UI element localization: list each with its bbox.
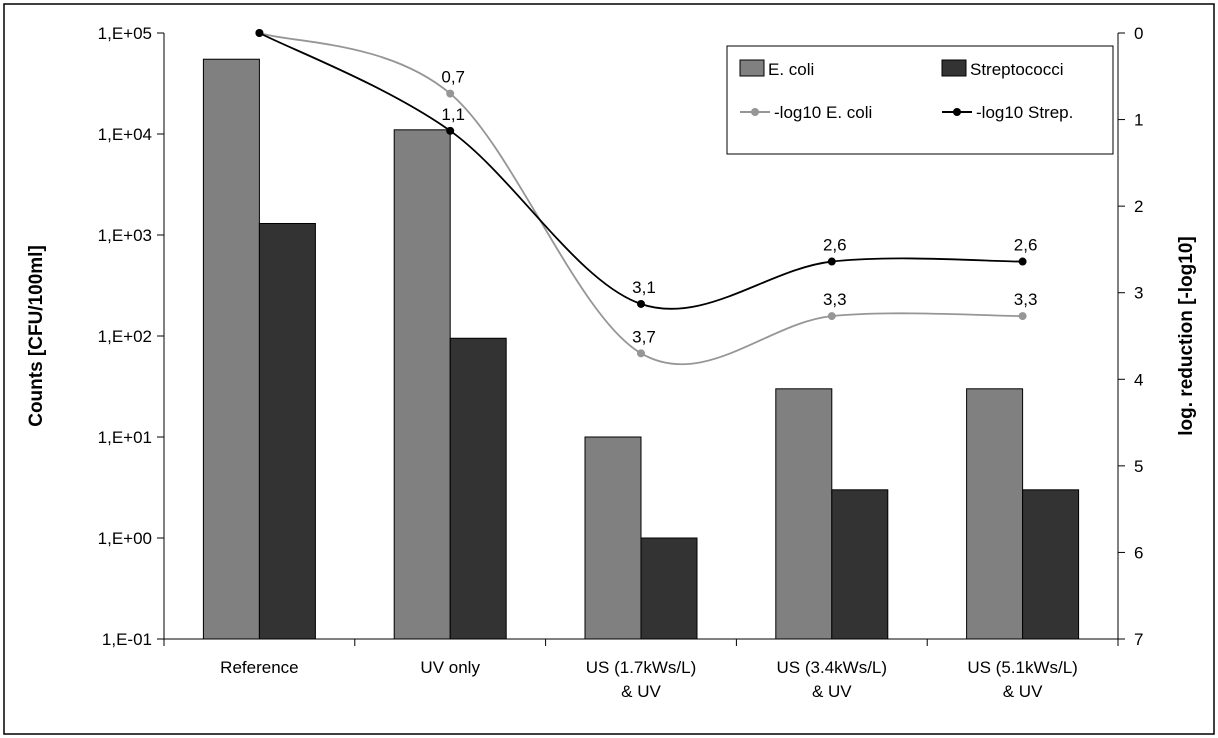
legend-marker (751, 108, 759, 116)
legend: E. coli Streptococci -log10 E. coli -log10 … (726, 45, 1114, 155)
y-tick-label: 1,E+02 (98, 327, 152, 346)
legend-swatch (941, 59, 967, 77)
legend-marker (953, 108, 961, 116)
data-label-strep: 2,6 (1014, 236, 1038, 255)
line-ecoli-reduction (259, 32, 1023, 366)
y-tick-label: 1,E-01 (102, 630, 152, 649)
legend-box (726, 45, 1114, 155)
x-tick-label: & UV (621, 682, 661, 701)
bar-strep (640, 537, 698, 640)
legend-label: -log10 E. coli (774, 103, 872, 122)
y-tick-label: 1,E+00 (98, 529, 152, 548)
data-label-ecoli: 0,7 (441, 68, 465, 87)
bar-ecoli (202, 58, 260, 640)
point-strep-reduction (446, 126, 455, 135)
legend-label: -log10 Strep. (976, 103, 1073, 122)
x-tick-label: US (1.7kWs/L) (586, 658, 697, 677)
point-ecoli-reduction (827, 312, 836, 321)
line-strep-reduction (258, 32, 1023, 310)
y-tick-label: 1,E+01 (98, 428, 152, 447)
y-axis-title: Counts [CFU/100ml] (26, 245, 47, 427)
data-label-ecoli: 3,3 (1014, 290, 1038, 309)
data-label-strep: 1,1 (441, 105, 465, 124)
x-tick-label: & UV (1003, 682, 1043, 701)
point-ecoli-reduction (446, 89, 455, 98)
x-axis: Reference UV only US (1.7kWs/L) & UV US (3.4… (163, 638, 1119, 701)
data-label-strep: 3,1 (632, 278, 656, 297)
data-label-ecoli: 3,3 (823, 290, 847, 309)
data-labels-layer: 0,7 3,7 3,3 3,3 1,1 3,1 2,6 2,6 (441, 68, 1037, 347)
y2-tick-label: 3 (1134, 284, 1143, 303)
point-strep-reduction (255, 29, 264, 37)
legend-label: Streptococci (970, 60, 1064, 79)
y2-tick-label: 5 (1134, 457, 1143, 476)
bars-layer (202, 58, 1080, 640)
y2-axis-title: log. reduction [-log10] (1176, 236, 1197, 436)
point-strep-reduction (827, 257, 836, 266)
point-strep-reduction (637, 299, 645, 308)
x-tick-label: UV only (420, 658, 480, 677)
bar-strep (831, 489, 889, 640)
bar-ecoli (775, 388, 833, 640)
bar-strep (258, 222, 316, 640)
data-label-ecoli: 3,7 (632, 327, 656, 346)
bar-strep (1022, 489, 1080, 640)
y-tick-label: 1,E+03 (98, 226, 152, 245)
y2-tick-label: 7 (1134, 630, 1143, 649)
y2-tick-label: 6 (1134, 543, 1143, 562)
y-axis-left: 1,E-01 1,E+00 1,E+01 1,E+02 1,E+03 1,E+04 1,E+… (98, 24, 165, 649)
y-axis-right: 0 1 2 3 4 5 6 7 (1117, 24, 1143, 649)
point-ecoli-reduction (1018, 312, 1027, 321)
y2-tick-label: 0 (1134, 24, 1143, 43)
legend-label: E. coli (768, 60, 814, 79)
point-strep-reduction (1018, 257, 1027, 266)
lines-layer (255, 29, 1027, 366)
bar-ecoli (584, 436, 642, 640)
bar-ecoli (966, 388, 1024, 640)
x-tick-label: & UV (812, 682, 852, 701)
y-tick-label: 1,E+04 (98, 125, 152, 144)
data-label-strep: 2,6 (823, 236, 847, 255)
x-tick-label: US (3.4kWs/L) (777, 658, 888, 677)
legend-swatch (739, 59, 765, 77)
y2-tick-label: 2 (1134, 197, 1143, 216)
bar-ecoli (393, 129, 451, 640)
x-tick-label: Reference (220, 658, 298, 677)
y2-tick-label: 4 (1134, 370, 1143, 389)
point-ecoli-reduction (637, 349, 645, 358)
y2-tick-label: 1 (1134, 111, 1143, 130)
bar-strep (449, 337, 507, 640)
x-tick-label: US (5.1kWs/L) (967, 658, 1078, 677)
y-tick-label: 1,E+05 (98, 24, 152, 43)
